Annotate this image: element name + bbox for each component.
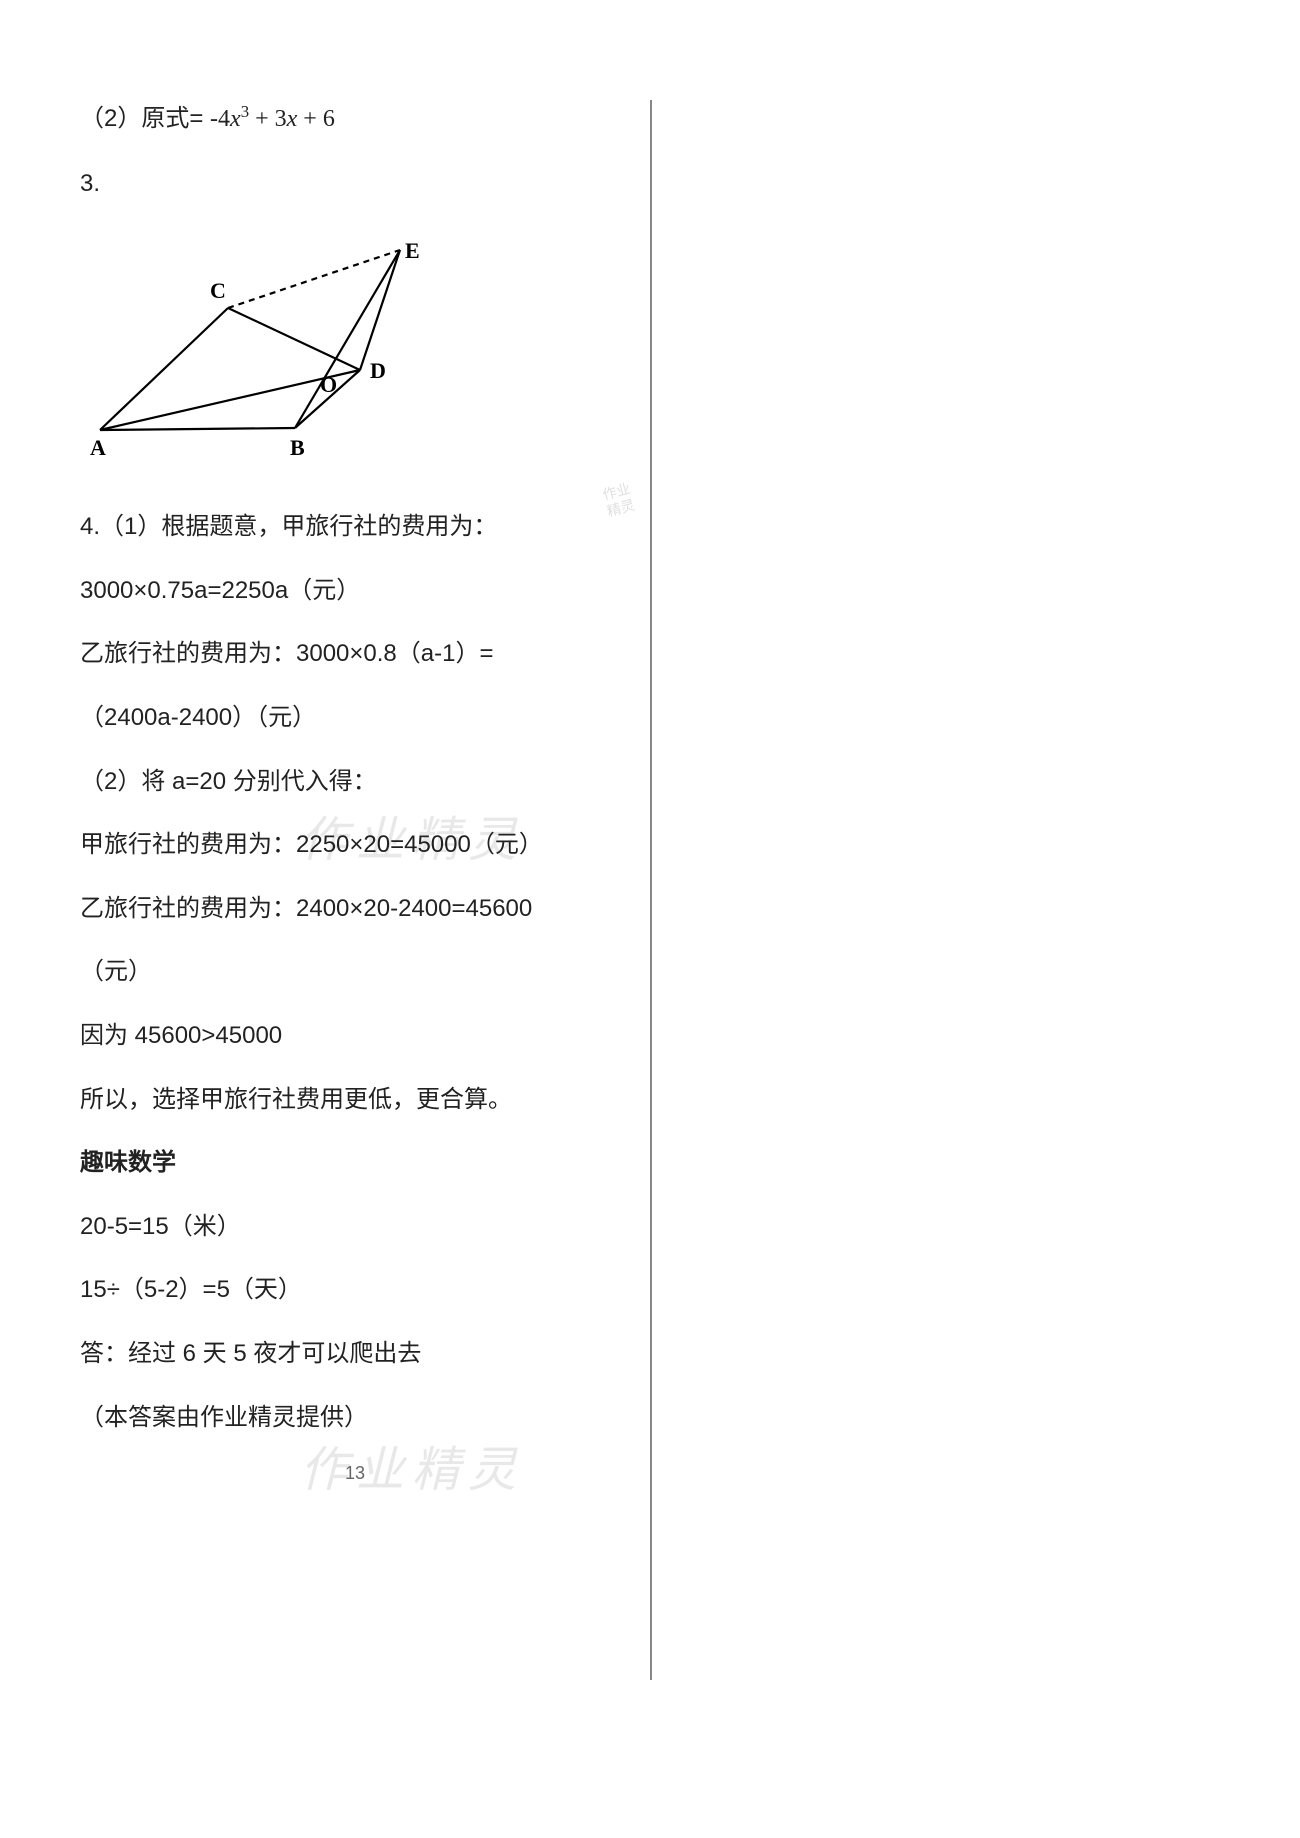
answer-3-label: 3. bbox=[80, 167, 610, 201]
answer-4-3: 乙旅行社的费用为：3000×0.8（a-1）= bbox=[80, 637, 610, 671]
svg-text:C: C bbox=[210, 278, 226, 303]
answer-4-5: （2）将 a=20 分别代入得： bbox=[80, 765, 610, 799]
svg-text:D: D bbox=[370, 358, 386, 383]
svg-text:O: O bbox=[320, 372, 337, 397]
answer-2: （2）原式= -4x3 + 3x + 6 bbox=[80, 100, 610, 137]
fun-math-3: 答：经过 6 天 5 夜才可以爬出去 bbox=[80, 1337, 610, 1371]
answer-4-2: 3000×0.75a=2250a（元） bbox=[80, 574, 610, 608]
formula-2: -4x3 + 3x + 6 bbox=[210, 106, 335, 132]
column-divider bbox=[650, 100, 652, 1680]
answer-4-6: 甲旅行社的费用为：2250×20=45000（元） bbox=[80, 828, 610, 862]
answer-4-8: （元） bbox=[80, 955, 610, 989]
section-title: 趣味数学 bbox=[80, 1146, 610, 1180]
page-number: 13 bbox=[345, 1463, 365, 1484]
geometry-diagram: A B C D E O bbox=[80, 230, 480, 480]
fun-math-4: （本答案由作业精灵提供） bbox=[80, 1401, 610, 1435]
answer-4-1: 4.（1）根据题意，甲旅行社的费用为： bbox=[80, 510, 610, 544]
answer-4-10: 所以，选择甲旅行社费用更低，更合算。 bbox=[80, 1083, 610, 1117]
svg-text:E: E bbox=[405, 238, 420, 263]
answer-4-7: 乙旅行社的费用为：2400×20-2400=45600 bbox=[80, 892, 610, 926]
answer-4-9: 因为 45600>45000 bbox=[80, 1019, 610, 1053]
fun-math-2: 15÷（5-2）=5（天） bbox=[80, 1273, 610, 1307]
watermark-text-2: 作业精灵 bbox=[300, 1430, 524, 1500]
left-column: （2）原式= -4x3 + 3x + 6 3. A B C D E O 4.（1）根据题意… bbox=[80, 100, 630, 1434]
answer-4-4: （2400a-2400）（元） bbox=[80, 701, 610, 735]
fun-math-1: 20-5=15（米） bbox=[80, 1210, 610, 1244]
svg-text:A: A bbox=[90, 435, 106, 460]
svg-text:B: B bbox=[290, 435, 305, 460]
